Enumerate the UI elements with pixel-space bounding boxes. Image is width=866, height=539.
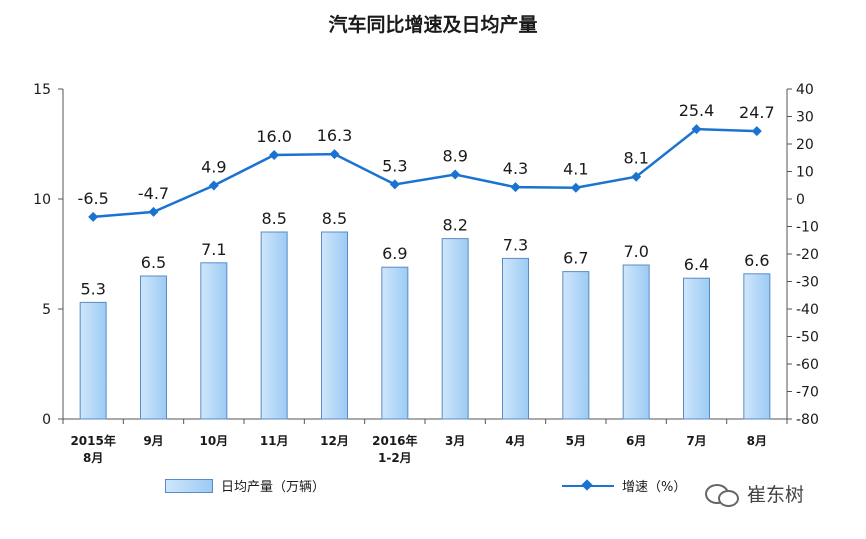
x-tick-label: 12月 bbox=[320, 434, 349, 448]
bar-value-label: 6.6 bbox=[744, 251, 769, 270]
growth-value-label: 25.4 bbox=[679, 101, 715, 120]
growth-point bbox=[691, 124, 702, 135]
bar-value-label: 8.5 bbox=[261, 209, 286, 228]
x-tick-label: 8月 bbox=[83, 451, 103, 465]
watermark: 崔东树 bbox=[705, 480, 804, 507]
bar bbox=[79, 301, 107, 420]
legend-bar: 日均产量（万辆） bbox=[165, 476, 325, 495]
right-tick-label: -50 bbox=[796, 330, 819, 346]
growth-point bbox=[148, 206, 159, 217]
growth-value-label: 4.1 bbox=[563, 160, 588, 179]
legend-bar-label: 日均产量（万辆） bbox=[221, 480, 326, 495]
right-tick-label: 30 bbox=[796, 110, 814, 126]
bar bbox=[321, 231, 348, 420]
x-tick-label: 2016年 bbox=[372, 433, 417, 448]
right-tick-label: -30 bbox=[796, 275, 819, 291]
bar-value-label: 6.7 bbox=[563, 249, 588, 268]
legend-line-label: 增速（%） bbox=[622, 480, 687, 495]
x-tick-label: 3月 bbox=[445, 434, 465, 448]
right-tick-label: -80 bbox=[796, 412, 819, 428]
chart-title: 汽车同比增速及日均产量 bbox=[328, 14, 538, 36]
x-tick-label: 2015年 bbox=[70, 433, 115, 448]
right-tick-label: 20 bbox=[796, 137, 814, 153]
bar-value-label: 5.3 bbox=[80, 279, 105, 298]
bar bbox=[502, 257, 529, 420]
bar bbox=[743, 273, 771, 420]
growth-value-label: 4.9 bbox=[201, 158, 226, 177]
left-tick-label: 10 bbox=[33, 192, 51, 208]
growth-value-label: 16.0 bbox=[256, 127, 292, 146]
bar bbox=[381, 266, 409, 420]
bar-value-label: 8.2 bbox=[442, 216, 467, 235]
x-tick-label: 8月 bbox=[747, 434, 767, 448]
bar-value-label: 6.9 bbox=[382, 244, 407, 263]
right-tick-label: 0 bbox=[796, 192, 805, 208]
bar bbox=[683, 277, 710, 420]
growth-point bbox=[208, 180, 219, 191]
bar-value-label: 6.5 bbox=[141, 253, 166, 272]
bar bbox=[562, 271, 590, 420]
growth-point bbox=[510, 182, 521, 193]
x-tick-label: 9月 bbox=[143, 434, 163, 448]
bar bbox=[260, 231, 288, 420]
bar-value-label: 7.1 bbox=[201, 240, 226, 259]
right-tick-label: -70 bbox=[796, 385, 819, 401]
growth-point bbox=[329, 149, 340, 160]
bar-value-label: 7.0 bbox=[623, 242, 648, 261]
bar bbox=[622, 264, 650, 420]
growth-point bbox=[751, 126, 762, 137]
right-tick-label: 40 bbox=[796, 82, 814, 98]
growth-value-label: 24.7 bbox=[739, 103, 775, 122]
legend-line: 增速（%） bbox=[562, 476, 686, 495]
right-tick-label: -20 bbox=[796, 247, 819, 263]
growth-value-label: 5.3 bbox=[382, 156, 407, 175]
x-tick-label: 1-2月 bbox=[378, 451, 412, 465]
growth-value-label: 16.3 bbox=[317, 126, 353, 145]
x-tick-label: 11月 bbox=[260, 434, 289, 448]
growth-value-label: 4.3 bbox=[503, 159, 528, 178]
growth-point bbox=[269, 150, 280, 160]
left-tick-label: 15 bbox=[33, 82, 51, 98]
right-tick-label: -40 bbox=[796, 302, 819, 318]
wechat-icon bbox=[705, 482, 739, 507]
growth-value-label: 8.1 bbox=[623, 149, 648, 168]
left-tick-label: 5 bbox=[42, 302, 51, 318]
bar-value-label: 6.4 bbox=[684, 255, 709, 274]
right-tick-label: -60 bbox=[796, 357, 819, 373]
growth-line bbox=[93, 127, 757, 219]
bar bbox=[200, 262, 228, 420]
left-tick-label: 0 bbox=[42, 412, 51, 428]
growth-point bbox=[450, 169, 461, 180]
legend-bar-swatch bbox=[165, 478, 213, 493]
bar-value-label: 7.3 bbox=[503, 235, 528, 254]
x-tick-label: 5月 bbox=[566, 434, 586, 448]
growth-point bbox=[631, 171, 642, 182]
growth-value-label: -6.5 bbox=[78, 189, 109, 208]
legend-line-swatch bbox=[562, 478, 614, 492]
right-tick-label: -10 bbox=[796, 220, 819, 236]
watermark-text: 崔东树 bbox=[747, 484, 805, 506]
x-tick-label: 4月 bbox=[505, 434, 525, 448]
bar-value-label: 8.5 bbox=[322, 209, 347, 228]
bar bbox=[441, 238, 469, 420]
growth-point bbox=[570, 182, 581, 193]
right-tick-label: 10 bbox=[796, 165, 814, 181]
x-tick-label: 10月 bbox=[199, 434, 228, 448]
growth-point bbox=[389, 179, 400, 190]
x-tick-label: 7月 bbox=[686, 434, 706, 448]
growth-value-label: 8.9 bbox=[442, 147, 467, 166]
growth-point bbox=[88, 211, 99, 222]
growth-value-label: -4.7 bbox=[138, 184, 169, 203]
x-tick-label: 6月 bbox=[626, 434, 646, 448]
bar bbox=[140, 275, 167, 420]
